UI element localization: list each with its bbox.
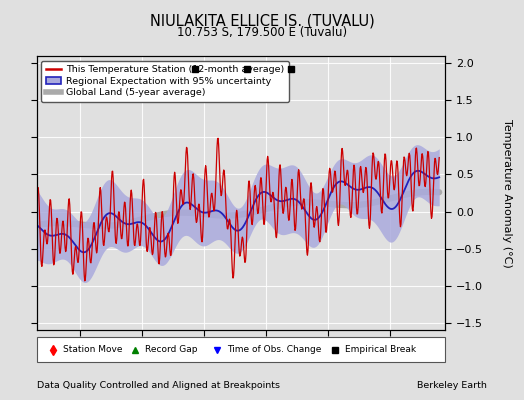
FancyBboxPatch shape [37, 337, 445, 362]
Text: Record Gap: Record Gap [145, 345, 198, 354]
Text: Berkeley Earth: Berkeley Earth [418, 381, 487, 390]
Legend: This Temperature Station (12-month average), Regional Expectation with 95% uncer: This Temperature Station (12-month avera… [41, 61, 289, 102]
Text: Empirical Break: Empirical Break [345, 345, 417, 354]
Text: Data Quality Controlled and Aligned at Breakpoints: Data Quality Controlled and Aligned at B… [37, 381, 280, 390]
Text: Station Move: Station Move [63, 345, 123, 354]
Text: 10.753 S, 179.500 E (Tuvalu): 10.753 S, 179.500 E (Tuvalu) [177, 26, 347, 39]
Text: Time of Obs. Change: Time of Obs. Change [227, 345, 321, 354]
Y-axis label: Temperature Anomaly (°C): Temperature Anomaly (°C) [503, 119, 512, 267]
Text: NIULAKITA ELLICE IS. (TUVALU): NIULAKITA ELLICE IS. (TUVALU) [150, 14, 374, 29]
